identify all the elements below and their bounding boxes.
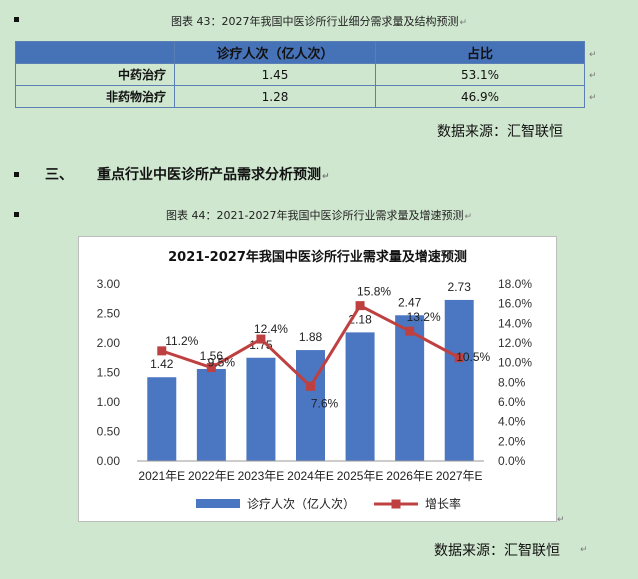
growth-marker bbox=[355, 301, 365, 311]
table-cell: 53.1% bbox=[375, 63, 585, 86]
y-left-tick-label: 2.00 bbox=[97, 336, 121, 350]
legend-bar-swatch bbox=[196, 499, 240, 508]
growth-marker bbox=[454, 353, 464, 363]
bar bbox=[196, 368, 226, 461]
y-left-tick-label: 1.50 bbox=[97, 366, 121, 380]
growth-marker bbox=[306, 381, 315, 391]
table-header-cell: 占比 bbox=[375, 41, 585, 64]
growth-value-label: 10.5% bbox=[456, 350, 490, 364]
x-tick-label: 2021年E bbox=[138, 469, 185, 483]
table-cell: 非药物治疗 bbox=[15, 85, 175, 108]
paragraph-mark-icon: ↵ bbox=[459, 18, 468, 28]
growth-marker bbox=[405, 326, 415, 336]
table-caption: 图表 43：2027年我国中医诊所行业细分需求量及结构预测↵ bbox=[0, 13, 638, 29]
chart-title: 2021-2027年我国中医诊所行业需求量及增速预测 bbox=[168, 250, 467, 265]
table-header-row: 诊疗人次（亿人次） 占比 bbox=[15, 41, 585, 64]
y-left-tick-label: 0.00 bbox=[97, 454, 121, 468]
table-row: 中药治疗 1.45 53.1% bbox=[15, 63, 585, 86]
combo-chart: 0.00 0.50 1.00 1.50 2.00 2.50 3.00 0.0% 2.0% 4.0%… bbox=[97, 277, 533, 511]
row-mark-icon: ↵ bbox=[589, 93, 597, 103]
y-right-tick-label: 14.0% bbox=[498, 316, 532, 330]
chart-container: 2021-2027年我国中医诊所行业需求量及增速预测 0.00 0.50 1.00 1… bbox=[78, 236, 557, 522]
table-header-cell bbox=[15, 41, 175, 64]
y-right-tick-label: 2.0% bbox=[498, 434, 526, 448]
bar bbox=[246, 357, 276, 461]
section-heading: 三、 重点行业中医诊所产品需求分析预测↵ bbox=[45, 164, 330, 184]
bar-value-label: 1.56 bbox=[200, 349, 224, 363]
bar-value-label: 2.47 bbox=[398, 295, 422, 309]
y-right-tick-label: 18.0% bbox=[498, 277, 532, 291]
growth-value-label: 13.2% bbox=[407, 310, 441, 324]
row-mark-icon: ↵ bbox=[589, 71, 597, 81]
growth-marker bbox=[256, 334, 266, 344]
x-tick-label: 2023年E bbox=[238, 469, 285, 483]
bar-value-label: 1.88 bbox=[299, 330, 323, 344]
growth-value-label: 11.2% bbox=[165, 334, 198, 348]
growth-marker bbox=[157, 346, 167, 356]
y-right-tick-label: 0.0% bbox=[498, 454, 526, 468]
row-mark-icon: ↵ bbox=[589, 50, 597, 60]
bar bbox=[147, 377, 177, 461]
y-right-tick-label: 12.0% bbox=[498, 336, 532, 350]
paragraph-mark-icon: ↵ bbox=[464, 212, 472, 222]
table-header-cell: 诊疗人次（亿人次） bbox=[174, 41, 376, 64]
section-title: 重点行业中医诊所产品需求分析预测 bbox=[97, 167, 321, 183]
data-source-2: 数据来源：汇智联恒 bbox=[434, 543, 560, 559]
bullet bbox=[14, 17, 19, 22]
paragraph-mark-icon: ↵ bbox=[580, 545, 588, 555]
table-cell: 1.28 bbox=[174, 85, 376, 108]
x-tick-label: 2027年E bbox=[436, 469, 483, 483]
bar bbox=[395, 315, 425, 461]
legend-bar-label: 诊疗人次（亿人次） bbox=[247, 496, 355, 511]
growth-value-label: 7.6% bbox=[311, 396, 339, 410]
y-right-tick-label: 10.0% bbox=[498, 356, 532, 370]
bar-value-label: 1.42 bbox=[150, 357, 174, 371]
paragraph-mark-icon: ↵ bbox=[557, 515, 565, 525]
x-tick-label: 2025年E bbox=[337, 469, 384, 483]
y-right-tick-label: 16.0% bbox=[498, 297, 532, 311]
bar bbox=[345, 332, 375, 461]
y-left-tick-label: 1.00 bbox=[97, 395, 121, 409]
caption-text: 2027年我国中医诊所行业细分需求量及结构预测 bbox=[221, 15, 459, 28]
table-cell: 46.9% bbox=[375, 85, 585, 108]
y-left-tick-label: 2.50 bbox=[97, 307, 121, 321]
data-source-1: 数据来源：汇智联恒 bbox=[437, 124, 563, 140]
caption-prefix: 图表 43： bbox=[170, 15, 222, 28]
bar-value-label: 2.73 bbox=[448, 280, 472, 294]
bullet bbox=[14, 172, 19, 177]
y-left-tick-label: 3.00 bbox=[97, 277, 121, 291]
chart-caption: 图表 44：2021-2027年我国中医诊所行业需求量及增速预测↵ bbox=[0, 207, 638, 223]
x-tick-label: 2024年E bbox=[287, 469, 334, 483]
table-cell: 1.45 bbox=[174, 63, 376, 86]
x-tick-label: 2026年E bbox=[386, 469, 433, 483]
legend-line-label: 增长率 bbox=[425, 496, 461, 511]
table-row: 非药物治疗 1.28 46.9% bbox=[15, 85, 585, 108]
caption-prefix: 图表 44： bbox=[165, 209, 217, 222]
y-right-tick-label: 4.0% bbox=[498, 415, 526, 429]
x-tick-label: 2022年E bbox=[188, 469, 235, 483]
legend-line-marker bbox=[391, 499, 401, 509]
growth-value-label: 15.8% bbox=[357, 285, 391, 299]
y-right-tick-label: 8.0% bbox=[498, 375, 526, 389]
paragraph-mark-icon: ↵ bbox=[322, 172, 330, 182]
growth-value-label: 12.4% bbox=[254, 322, 288, 336]
y-right-tick-label: 6.0% bbox=[498, 395, 526, 409]
section-number: 三、 bbox=[45, 167, 73, 183]
y-left-tick-label: 0.50 bbox=[97, 425, 121, 439]
table-cell: 中药治疗 bbox=[15, 63, 175, 86]
caption-text: 2021-2027年我国中医诊所行业需求量及增速预测 bbox=[216, 209, 464, 222]
bullet bbox=[14, 212, 19, 217]
growth-marker bbox=[206, 363, 216, 373]
demand-structure-table: 诊疗人次（亿人次） 占比 中药治疗 1.45 53.1% 非药物治疗 1.28 … bbox=[15, 41, 585, 108]
bar bbox=[444, 299, 474, 461]
growth-value-label: 9.5% bbox=[208, 356, 236, 370]
